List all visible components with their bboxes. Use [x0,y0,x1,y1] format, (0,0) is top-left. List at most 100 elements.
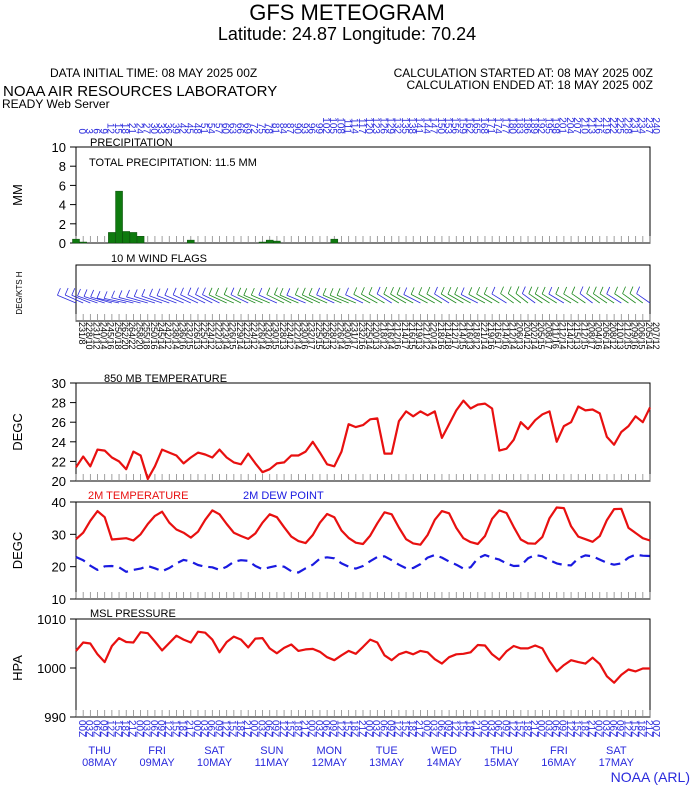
wind-barb [383,293,400,304]
utc-hour-label: 00Z [76,720,87,737]
wind-barb-flag [396,287,401,295]
wind-value-label: 236/16 [177,322,187,350]
wind-barb-flag [548,286,553,295]
utc-hour-label: 12Z [392,720,403,737]
wind-barb [90,296,112,304]
wind-value-label: 250/18 [113,322,123,350]
wind-barb [579,293,593,304]
wind-barb [593,293,608,304]
day-date-label: 08MAY [82,757,118,769]
utc-hour-label: 21Z [528,720,539,737]
wind-value-label: 214/16 [500,322,510,350]
wind-barb-flag [614,286,618,294]
forecast-hour-label: 45 [184,123,195,135]
time-tick-marks [75,710,651,717]
utc-hour-label: 15Z [169,720,180,737]
utc-hour-label: 03Z [83,720,94,737]
forecast-hour-label: 216 [593,117,604,134]
utc-hour-label: 15Z [571,720,582,737]
wind-barb [172,294,191,304]
wind-barb-flag [541,286,546,295]
wind-barb-flag [286,288,291,296]
forecast-hour-label: 135 [399,117,410,134]
wind-barb [208,294,227,304]
utc-hour-label: 21Z [356,720,367,737]
wind-barb-flag [180,287,184,295]
wind-value-label: 226/14 [256,322,266,350]
utc-hour-label: 09Z [385,720,396,737]
wind-barb-flag [274,287,278,295]
utc-hour-label: 03Z [485,720,496,737]
wind-value-label: 205/15 [536,322,546,350]
forecast-hour-label: 60 [220,123,231,135]
wind-value-label: 214/17 [400,322,410,350]
wind-barb [345,294,364,304]
dewpoint-line [75,553,651,574]
wind-barb-flag [301,287,306,295]
precip-bar [265,239,274,244]
wind-barb-flag [521,286,526,294]
forecast-hour-label: 219 [600,117,611,134]
wind-value-label: 228/13 [278,322,288,350]
wind-barb [57,294,77,304]
wind-barb-flag [118,290,123,298]
data-initial-time: DATA INITIAL TIME: 08 MAY 2025 00Z [50,66,258,80]
forecast-hour-label: 33 [155,123,166,135]
wind-barb-flag [586,286,591,294]
utc-hour-label: 21Z [184,720,195,737]
wind-barb-flag [636,286,641,294]
forecast-hour-label: 39 [169,123,180,135]
temp850-title: 850 MB TEMPERATURE [104,373,227,385]
wind-barb [441,293,457,304]
forecast-hour-label: 156 [449,117,460,134]
utc-hour-label: 12Z [105,720,116,737]
forecast-hour-label: 153 [442,117,453,134]
forecast-hour-label: 54 [205,123,216,135]
forecast-hour-label: 207 [571,117,582,134]
precip-bar [122,231,130,244]
wind-barb-flag [230,287,235,295]
wind-barb-flag [454,287,459,295]
wind-barb-flag [64,287,69,296]
wind-value-label: 221/12 [421,322,431,350]
wind-barb-flag [368,286,373,295]
wind-value-label: 212/15 [579,322,589,350]
wind-barb-flag [243,288,248,296]
wind-barb-flag [83,289,88,297]
wind-barb [534,293,550,304]
wind-barb-flag [223,287,228,295]
wind-value-label: 218/12 [378,322,388,350]
utc-hour-label: 18Z [349,720,360,737]
wind-value-label: 255/18 [142,322,152,350]
forecast-hour-label: 111 [341,119,352,135]
utc-hour-label: 00Z [650,720,661,737]
wind-barb [224,294,242,304]
precip-bar [79,241,87,244]
wind-barb-flag [111,290,115,298]
forecast-hour-label: 6 [90,128,101,134]
forecast-hour-label: 171 [485,117,496,134]
utc-hour-label: 00Z [420,720,431,737]
wind-barb-flag [57,288,61,296]
utc-hour-label: 03Z [141,720,152,737]
forecast-hour-label: 9 [98,128,109,134]
wind-barb [336,294,356,304]
wind-barb [403,294,421,304]
wind-value-label: 226/14 [335,322,345,350]
wind-value-label: 230/15 [271,322,281,350]
wind-barb [508,293,522,304]
time-tick-marks [75,592,651,599]
wind-barb-flag [515,286,520,294]
wind-barb [426,293,443,304]
utc-hour-label: 12Z [449,720,460,737]
precip-bar [72,238,80,244]
forecast-hour-label: 210 [578,117,589,134]
utc-hour-label: 12Z [162,720,173,737]
wind-value-label: 220/13 [371,322,381,350]
temp2m-line [75,506,651,546]
wind-value-label: 232/15 [185,322,195,350]
wind-barb-flag [606,286,611,295]
forecast-hour-label: 93 [298,123,309,135]
wind-barb [274,294,292,304]
